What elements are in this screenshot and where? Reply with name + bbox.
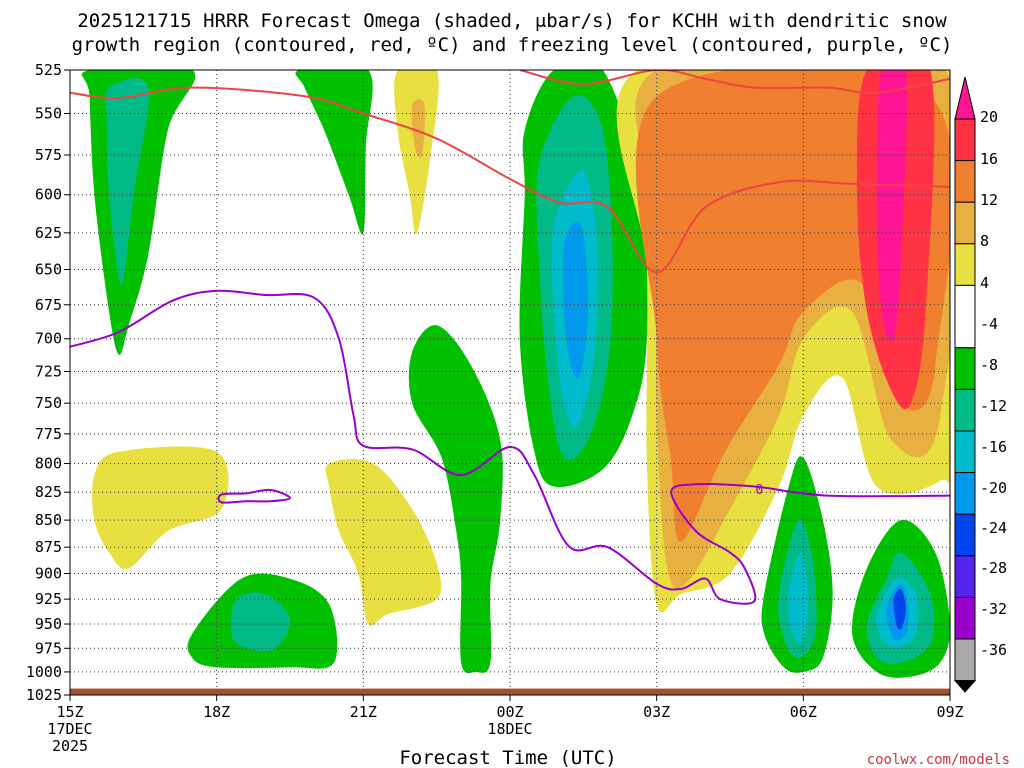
x-tick-label-15Z: 15Z bbox=[56, 703, 83, 721]
colorbar-label-8: -16 bbox=[980, 438, 1007, 456]
dendritic-growth-contours bbox=[70, 70, 950, 274]
colorbar-swatch-9 bbox=[954, 472, 976, 515]
colorbar-swatch-5 bbox=[954, 284, 976, 349]
grid-layer bbox=[70, 70, 950, 696]
colorbar-label-2: 12 bbox=[980, 191, 998, 209]
colorbar-label-13: -36 bbox=[980, 641, 1007, 659]
colorbar-label-12: -32 bbox=[980, 600, 1007, 618]
colorbar-label-10: -24 bbox=[980, 519, 1007, 537]
y-tick-label-525: 525 bbox=[35, 61, 62, 79]
colorbar-swatch-10 bbox=[954, 513, 976, 557]
x-tick-label-00Z: 00Z bbox=[496, 703, 523, 721]
x-tick-label-09Z: 09Z bbox=[936, 703, 963, 721]
x-axis-title: Forecast Time (UTC) bbox=[399, 747, 616, 768]
y-tick-label-875: 875 bbox=[35, 538, 62, 556]
colorbar-label-0: 20 bbox=[980, 108, 998, 126]
y-tick-label-625: 625 bbox=[35, 224, 62, 242]
x-tick-sublabel-15Z: 17DEC bbox=[47, 720, 92, 738]
colorbar-swatch-top bbox=[954, 76, 976, 120]
x-tick-label-06Z: 06Z bbox=[790, 703, 817, 721]
freezing-level-contour-0 bbox=[70, 289, 950, 605]
colorbar-label-3: 8 bbox=[980, 232, 989, 250]
colorbar-swatch-1 bbox=[954, 118, 976, 162]
y-tick-label-750: 750 bbox=[35, 394, 62, 412]
omega-region-18 bbox=[876, 70, 907, 342]
y-tick-label-1000: 1000 bbox=[26, 663, 62, 681]
colorbar-swatch-7 bbox=[954, 388, 976, 432]
y-tick-label-575: 575 bbox=[35, 146, 62, 164]
colorbar-swatch-13 bbox=[954, 638, 976, 682]
y-tick-label-1025: 1025 bbox=[26, 686, 62, 704]
colorbar-label-9: -20 bbox=[980, 479, 1007, 497]
y-tick-label-975: 975 bbox=[35, 639, 62, 657]
y-axis-labels: 525 550 575 600 625 650 675 700 725 750 775 800 825 8… bbox=[26, 61, 70, 704]
y-tick-label-550: 550 bbox=[35, 104, 62, 122]
y-tick-label-775: 775 bbox=[35, 425, 62, 443]
y-tick-label-675: 675 bbox=[35, 296, 62, 314]
credit-text: coolwx.com/models bbox=[867, 752, 1010, 768]
y-tick-label-900: 900 bbox=[35, 565, 62, 583]
freezing-level-label: 0 bbox=[755, 483, 763, 498]
x-tick-label-18Z: 18Z bbox=[203, 703, 230, 721]
x-tick-label-21Z: 21Z bbox=[350, 703, 377, 721]
colorbar-swatch-6 bbox=[954, 347, 976, 390]
colorbar-label-11: -28 bbox=[980, 559, 1007, 577]
omega-region-1 bbox=[105, 78, 149, 284]
y-tick-label-850: 850 bbox=[35, 511, 62, 529]
colorbar-swatch-4 bbox=[954, 243, 976, 286]
y-tick-label-725: 725 bbox=[35, 363, 62, 381]
y-tick-label-950: 950 bbox=[35, 615, 62, 633]
x-tick-sublabel-00Z: 18DEC bbox=[487, 720, 532, 738]
y-tick-label-925: 925 bbox=[35, 590, 62, 608]
colorbar-label-6: -8 bbox=[980, 356, 998, 374]
colorbar-swatch-bottom bbox=[953, 680, 977, 693]
freezing-level-contours: 0 bbox=[70, 289, 950, 605]
ground-terrain bbox=[70, 688, 950, 695]
colorbar-swatch-12 bbox=[954, 596, 976, 640]
colorbar-swatch-11 bbox=[954, 555, 976, 598]
chart-title-line1: 2025121715 HRRR Forecast Omega (shaded, … bbox=[77, 10, 947, 32]
chart-title-line2: growth region (contoured, red, ºC) and f… bbox=[72, 34, 953, 56]
x-tick-year-15Z: 2025 bbox=[52, 737, 88, 755]
colorbar-swatch-8 bbox=[954, 430, 976, 474]
omega-region-7 bbox=[325, 459, 442, 626]
omega-region-9 bbox=[230, 592, 291, 652]
colorbar-label-5: -4 bbox=[980, 315, 998, 333]
y-tick-label-700: 700 bbox=[35, 330, 62, 348]
omega-region-2 bbox=[295, 70, 373, 235]
colorbar: 20 16 12 8 4 -4 -8 -12 -16 -20 -24 -28 -32 -36 bbox=[953, 76, 1007, 693]
omega-region-13 bbox=[562, 221, 589, 379]
y-tick-label-800: 800 bbox=[35, 454, 62, 472]
colorbar-label-4: 4 bbox=[980, 274, 989, 292]
freezing-level-contour-1 bbox=[217, 488, 292, 504]
y-tick-label-825: 825 bbox=[35, 483, 62, 501]
omega-region-5 bbox=[408, 325, 503, 674]
x-tick-label-03Z: 03Z bbox=[643, 703, 670, 721]
y-tick-label-650: 650 bbox=[35, 261, 62, 279]
omega-region-6 bbox=[91, 446, 229, 569]
y-tick-label-600: 600 bbox=[35, 186, 62, 204]
dgz-contour-0 bbox=[70, 86, 950, 274]
omega-region-21 bbox=[788, 552, 809, 645]
omega-shading-layer bbox=[81, 70, 950, 678]
colorbar-swatch-3 bbox=[954, 201, 976, 245]
colorbar-label-1: 16 bbox=[980, 150, 998, 168]
dgz-contour-1 bbox=[519, 70, 950, 95]
colorbar-label-7: -12 bbox=[980, 397, 1007, 415]
colorbar-swatch-2 bbox=[954, 160, 976, 203]
